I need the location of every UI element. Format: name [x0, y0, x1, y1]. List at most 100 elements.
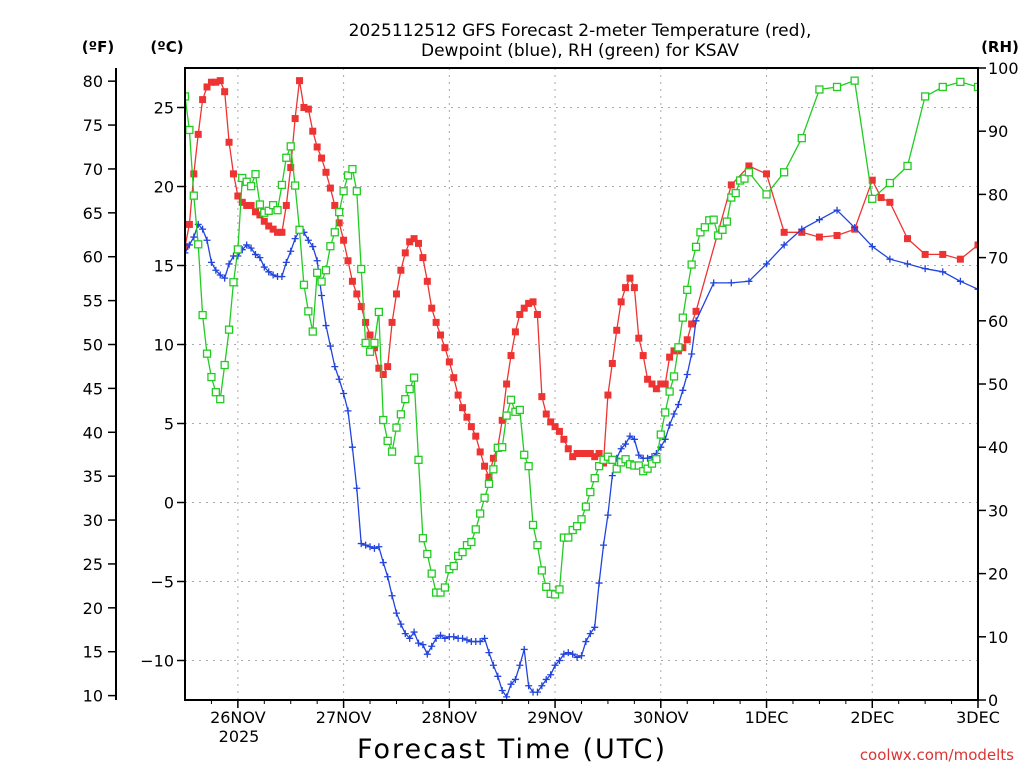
temperature-point: [608, 359, 616, 367]
f-tick-label: 70: [83, 160, 103, 179]
rh-point: [361, 338, 370, 348]
temperature-point: [194, 130, 202, 138]
dewpoint-point: [564, 649, 572, 657]
dewpoint-point: [207, 258, 215, 266]
dewpoint-point: [1010, 286, 1017, 293]
celsius-unit-label: (ºC): [150, 38, 183, 56]
rh-point: [255, 200, 265, 209]
rh-point: [471, 525, 480, 534]
x-tick-label: 1DEC: [745, 708, 789, 727]
c-tick-label: 25: [154, 99, 174, 118]
temperature-point: [489, 454, 497, 462]
dewpoint-point: [617, 445, 625, 453]
temperature-point: [309, 127, 317, 135]
dewpoint-point: [476, 638, 484, 646]
dewpoint-point: [622, 440, 630, 448]
rh-point: [903, 161, 912, 171]
temperature-point: [560, 435, 568, 443]
dewpoint-point: [450, 633, 458, 641]
temperature-point: [419, 254, 427, 262]
rh-point: [621, 455, 630, 464]
temperature-point: [868, 176, 876, 184]
rh-point: [220, 360, 229, 370]
rh-point: [700, 223, 710, 232]
f-tick-label: 40: [83, 423, 103, 442]
temperature-point: [401, 249, 409, 257]
temperature-point: [450, 374, 458, 382]
f-tick-label: 25: [83, 555, 103, 574]
dewpoint-point: [406, 634, 414, 642]
x-tick-label: 29NOV: [527, 708, 583, 727]
dewpoint-point: [212, 266, 220, 274]
temperature-point: [238, 198, 246, 206]
dewpoint-point: [309, 243, 317, 251]
dewpoint-point: [582, 638, 590, 646]
rh-point: [502, 411, 511, 420]
temperature-point: [207, 78, 215, 86]
temperature-point: [833, 231, 841, 239]
dewpoint-point: [533, 688, 541, 696]
rh-point: [533, 541, 542, 550]
rh-point: [242, 177, 251, 186]
temperature-point: [441, 344, 449, 352]
dewpoint-point: [401, 630, 409, 638]
temperature-point: [221, 88, 229, 96]
temperature-point: [538, 393, 546, 401]
rh-point: [634, 461, 643, 470]
dewpoint-point: [608, 472, 616, 480]
temperature-point: [617, 298, 625, 306]
rh-point: [832, 82, 842, 92]
temperature-point: [251, 208, 259, 216]
c-tick-label: 15: [154, 257, 174, 276]
dewpoint-point: [939, 268, 947, 276]
dewpoint-point: [798, 225, 806, 233]
rh-point: [198, 310, 207, 320]
temperature-point: [243, 201, 251, 209]
rh-point: [480, 493, 489, 502]
temperature-point: [379, 371, 387, 379]
rh-point: [520, 450, 529, 459]
x-tick-label: 27NOV: [316, 708, 372, 727]
rh-point: [691, 242, 701, 252]
temperature-point: [551, 423, 559, 431]
dewpoint-point: [555, 657, 563, 664]
temperature-point: [639, 352, 647, 360]
dewpoint-point: [304, 236, 312, 244]
series-layer: [185, 76, 1017, 700]
plot-frame: [184, 67, 979, 701]
dewpoint-point: [414, 639, 422, 647]
rh-point: [326, 242, 335, 251]
rh-point: [647, 459, 657, 468]
temperature-point: [335, 219, 343, 227]
rh-point: [678, 313, 687, 322]
temperature-point: [644, 375, 652, 383]
temperature-point: [388, 318, 396, 326]
temperature-point: [216, 77, 224, 85]
dewpoint-point: [868, 243, 876, 251]
f-tick-label: 60: [83, 248, 103, 267]
dewpoint-point: [331, 363, 339, 371]
rh-tick-label: 50: [988, 375, 1008, 394]
temperature-point: [459, 404, 467, 412]
temperature-point: [1010, 271, 1017, 278]
dewpoint-point: [199, 225, 207, 233]
rh-point: [498, 443, 507, 452]
rh-point: [467, 537, 476, 547]
f-tick-label: 50: [83, 336, 103, 355]
rh-point: [313, 268, 322, 277]
temperature-point: [247, 201, 255, 209]
rh-tick-label: 0: [988, 691, 998, 710]
x-axis-title: Forecast Time (UTC): [357, 734, 667, 765]
dewpoint-point: [551, 661, 559, 669]
rh-point: [683, 285, 692, 294]
rh-point: [273, 206, 282, 215]
rh-point: [224, 325, 234, 334]
dewpoint-point: [644, 454, 652, 462]
rh-point: [515, 405, 524, 415]
temperature-point: [463, 413, 471, 421]
fahrenheit-unit-label: (ºF): [82, 38, 114, 56]
temperature-line: [185, 79, 978, 480]
dewpoint-point: [282, 258, 290, 266]
temperature-point: [582, 450, 590, 458]
credit-label: coolwx.com/modelts: [860, 746, 1014, 764]
